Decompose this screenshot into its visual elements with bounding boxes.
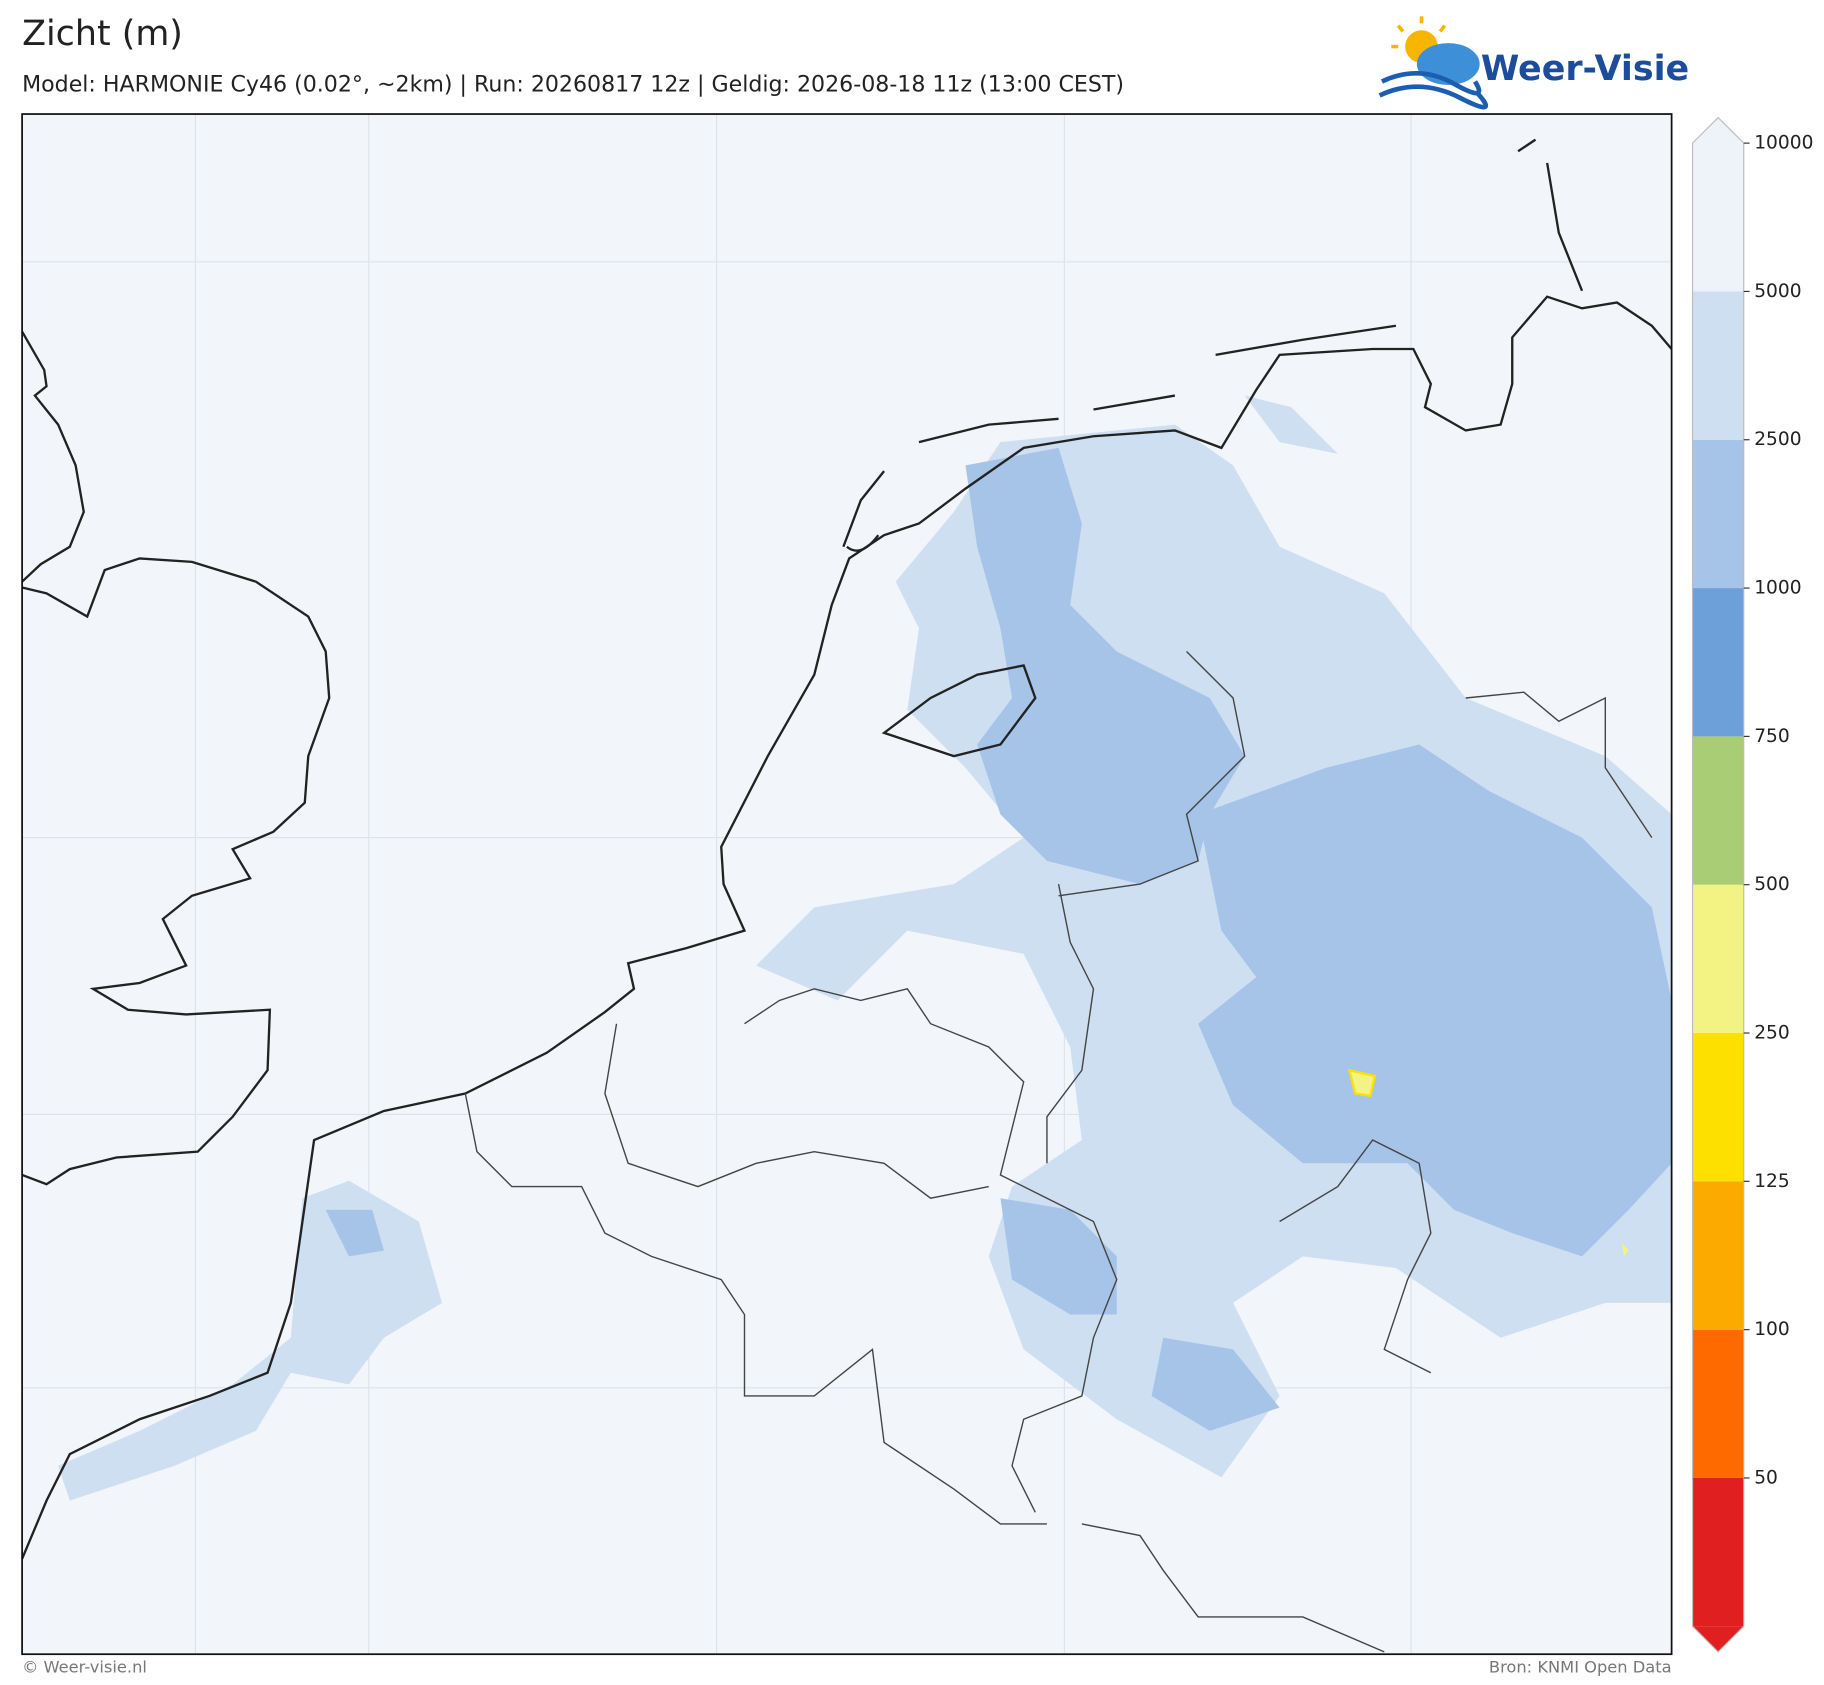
map-frame (21, 113, 1673, 1656)
colorbar-tick-label: 10000 (1754, 133, 1813, 154)
visibility-field (58, 395, 1672, 1501)
colorbar-segment (1692, 1477, 1744, 1627)
colorbar-segment (1692, 1329, 1744, 1478)
colorbar-segment (1692, 291, 1744, 440)
colorbar-tick-label: 250 (1754, 1023, 1790, 1044)
map (21, 113, 1673, 1656)
colorbar-tick-label: 750 (1754, 726, 1790, 747)
logo-text: Weer-Visie (1481, 49, 1689, 89)
colorbar-segment (1692, 736, 1744, 885)
footer-left: © Weer-visie.nl (22, 1658, 147, 1677)
colorbar-segment (1692, 1033, 1744, 1182)
colorbar-outline (1691, 116, 1745, 1653)
subtitle: Model: HARMONIE Cy46 (0.02°, ~2km) | Run… (22, 71, 1124, 97)
colorbar-segment (1692, 588, 1744, 737)
colorbar-extension-high (1692, 117, 1744, 144)
colorbar-segment (1692, 439, 1744, 589)
colorbar: 50 100 125 250 500 750 1000 2500 5000 10000 (1691, 116, 1813, 1653)
title: Zicht (m) (22, 14, 183, 54)
logo: Weer-Visie (1378, 16, 1689, 110)
coastlines (21, 138, 1673, 1560)
colorbar-tick-label: 50 (1754, 1467, 1778, 1488)
colorbar-segment (1692, 143, 1744, 292)
colorbar-tick-label: 2500 (1754, 429, 1801, 450)
colorbar-segment (1692, 884, 1744, 1034)
colorbar-tick-label: 5000 (1754, 281, 1801, 302)
colorbar-tick-label: 100 (1754, 1319, 1790, 1340)
colorbar-segment (1692, 1181, 1744, 1330)
colorbar-tick-label: 1000 (1754, 578, 1801, 599)
borders (464, 650, 1653, 1653)
colorbar-extension-low (1692, 1626, 1744, 1652)
footer-right: Bron: KNMI Open Data (1489, 1658, 1672, 1677)
colorbar-tick-label: 125 (1754, 1171, 1790, 1192)
colorbar-tick-label: 500 (1754, 874, 1790, 895)
